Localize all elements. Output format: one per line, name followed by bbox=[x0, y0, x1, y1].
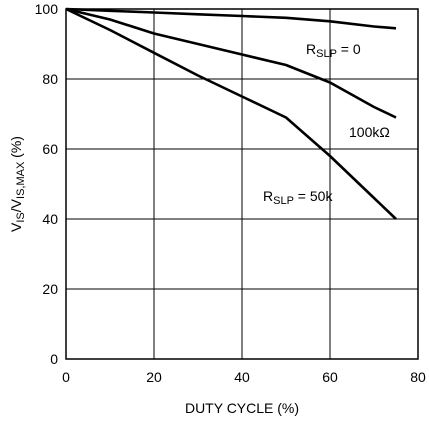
series-label-rslp-50k: RSLP = 50k bbox=[263, 188, 333, 207]
plot-frame bbox=[65, 8, 419, 360]
x-axis-label: DUTY CYCLE (%) bbox=[185, 400, 299, 416]
x-tick-label: 20 bbox=[146, 369, 162, 385]
series-line-100k bbox=[65, 7, 397, 119]
series-line-rslp-0 bbox=[65, 7, 397, 30]
series-lines bbox=[65, 7, 397, 220]
x-tick-label: 0 bbox=[62, 369, 70, 385]
y-label-unit: (%) bbox=[8, 136, 24, 162]
series-line-rslp-50k bbox=[65, 7, 397, 220]
y-axis-label: VIS/VIS,MAX (%) bbox=[8, 136, 27, 232]
y-tick-labels: 0 20 40 60 80 100 bbox=[35, 1, 59, 367]
x-tick-label: 40 bbox=[234, 369, 250, 385]
x-tick-labels: 0 20 40 60 80 bbox=[62, 369, 426, 385]
grid bbox=[65, 8, 419, 360]
y-label-sub2: IS,MAX bbox=[15, 161, 27, 199]
y-tick-label: 60 bbox=[42, 141, 58, 157]
y-label-main: V bbox=[8, 222, 24, 232]
series-label-100k: 100kΩ bbox=[349, 124, 390, 140]
y-tick-label: 40 bbox=[42, 211, 58, 227]
y-label-sub1: IS bbox=[15, 212, 27, 222]
y-tick-label: 20 bbox=[42, 281, 58, 297]
series-label-rslp-0: RSLP = 0 bbox=[306, 41, 361, 60]
x-tick-label: 80 bbox=[410, 369, 426, 385]
y-tick-label: 100 bbox=[35, 1, 59, 17]
y-label-mid: /V bbox=[8, 198, 24, 212]
x-tick-label: 60 bbox=[322, 369, 338, 385]
y-tick-label: 0 bbox=[50, 351, 58, 367]
y-tick-label: 80 bbox=[42, 71, 58, 87]
